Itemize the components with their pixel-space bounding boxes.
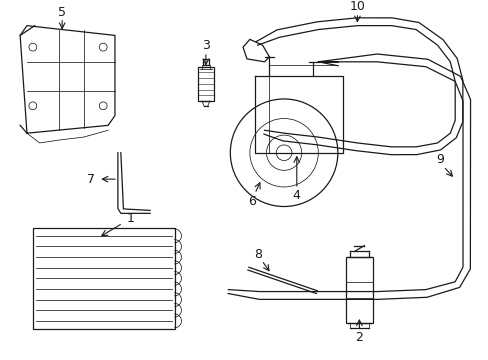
Text: 4: 4 — [292, 189, 300, 202]
Text: 6: 6 — [247, 195, 255, 208]
Bar — [33, 228, 174, 329]
Text: 7: 7 — [87, 173, 95, 186]
Bar — [345, 257, 372, 323]
Text: 10: 10 — [349, 0, 365, 13]
Text: 8: 8 — [253, 248, 261, 261]
Text: 3: 3 — [202, 39, 209, 52]
Text: 5: 5 — [58, 6, 66, 19]
Text: 1: 1 — [126, 212, 134, 225]
Bar — [198, 67, 213, 101]
Text: 2: 2 — [355, 331, 363, 344]
Text: 9: 9 — [436, 153, 444, 166]
